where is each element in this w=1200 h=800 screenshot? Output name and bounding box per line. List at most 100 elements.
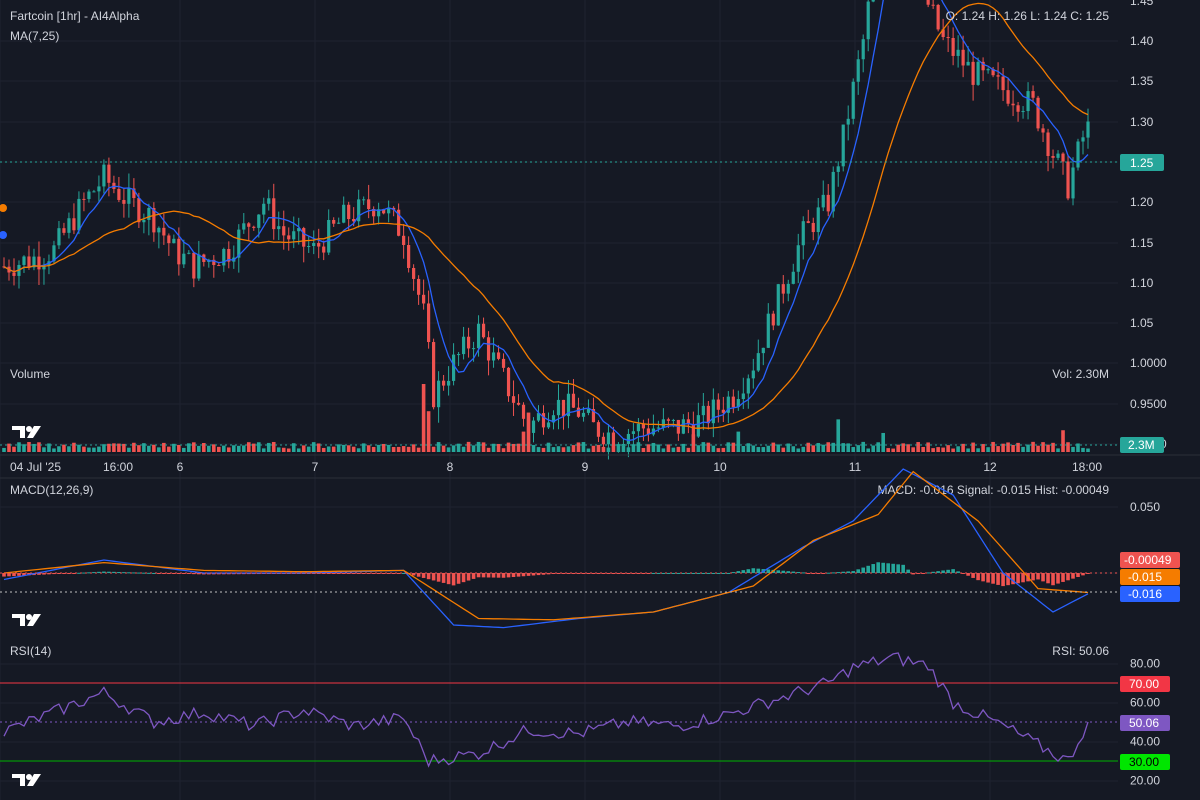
volume-bar <box>816 443 821 452</box>
candle-body <box>382 209 386 214</box>
macd-hist-bar <box>651 573 656 574</box>
macd-hist-bar <box>631 573 636 574</box>
candle-body <box>1076 141 1080 168</box>
volume-bar <box>506 442 511 452</box>
macd-hist-bar <box>611 573 616 574</box>
rsi-tick-label: 60.00 <box>1130 696 1160 710</box>
volume-pane[interactable]: Volume Vol: 2.30M 2.3M <box>0 367 1164 453</box>
volume-bar <box>1076 443 1080 452</box>
volume-bar <box>866 448 871 452</box>
macd-pane[interactable]: MACD(12,26,9) MACD: -0.016 Signal: -0.01… <box>0 468 1180 629</box>
price-pane[interactable]: Fartcoin [1hr] - AI4Alpha MA(7,25) O: 1.… <box>0 0 1167 460</box>
candle-body <box>996 75 1000 77</box>
candle-body <box>87 191 91 200</box>
candle-body <box>1026 91 1030 112</box>
volume-bar <box>22 444 26 452</box>
candle-body <box>427 303 431 343</box>
candle-body <box>312 243 316 247</box>
macd-hist-bar <box>536 573 541 576</box>
candlestick-series <box>2 0 1090 460</box>
macd-hist-bar <box>686 573 691 574</box>
volume-bar <box>466 441 471 452</box>
volume-bar <box>856 445 861 452</box>
rsi30-tag: 30.00 <box>1120 754 1170 770</box>
macd-hist-bar <box>551 573 556 574</box>
candle-body <box>611 432 616 448</box>
macd-hist-bar <box>177 573 181 574</box>
candle-body <box>1071 167 1075 199</box>
candle-body <box>741 393 745 400</box>
candle-body <box>1081 137 1085 142</box>
volume-bar <box>871 445 875 452</box>
macd-hist-bar <box>217 573 221 575</box>
volume-bar <box>411 444 416 452</box>
macd-hist-bar <box>187 573 191 575</box>
macd-hist-bar <box>776 570 781 573</box>
macd-hist-bar <box>107 571 111 573</box>
rsi50-tag: 50.06 <box>1120 715 1170 731</box>
rsi-tick-label: 40.00 <box>1130 735 1160 749</box>
candle-body <box>332 219 336 224</box>
candle-body <box>1046 132 1050 157</box>
time-tick-label: 04 Jul '25 <box>10 460 61 474</box>
volume-bar <box>416 447 421 452</box>
macd-hist-bar <box>641 573 646 574</box>
candle-body <box>506 367 511 397</box>
macd-hist-bar <box>82 572 86 574</box>
volume-bar <box>1066 442 1070 452</box>
candle-body <box>521 404 526 419</box>
candle-body <box>776 284 780 326</box>
volume-bar <box>941 447 945 452</box>
macd-hist-bar <box>541 573 546 575</box>
candle-body <box>731 396 735 408</box>
candle-body <box>726 396 730 413</box>
macd-hist-bar <box>736 571 741 573</box>
macd-hist-bar <box>316 573 321 574</box>
candle-body <box>107 164 111 183</box>
candle-body <box>656 427 660 429</box>
volume-bar <box>102 444 106 452</box>
volume-bar <box>351 446 356 452</box>
candle-body <box>536 413 541 421</box>
macd-hist-bar <box>471 573 476 579</box>
macd-hist-bar <box>1001 573 1005 587</box>
macd-hist-bar <box>326 573 331 574</box>
price-axis[interactable]: 1.45 1.40 1.35 1.30 1.20 1.15 1.10 1.05 1.0000 0.… <box>1130 0 1167 451</box>
time-axis[interactable]: 04 Jul '25 16:00 6 7 8 9 10 11 12 18:00 <box>0 454 1200 479</box>
macd-hist-bar <box>716 573 721 574</box>
volume-tag: 2.3M <box>1120 437 1164 453</box>
volume-bar <box>217 446 221 452</box>
rsi-pane[interactable]: RSI(14) RSI: 50.06 80.0060.0040.0020.00 … <box>0 644 1170 788</box>
candle-body <box>766 313 770 348</box>
volume-bar <box>157 447 161 452</box>
volume-bar <box>456 443 461 452</box>
rsi-axis[interactable]: 80.00 60.00 40.00 20.00 <box>1130 657 1160 788</box>
macd-hist-bar <box>396 573 401 574</box>
macd-hist-bar <box>866 565 871 573</box>
candle-body <box>626 433 631 444</box>
candle-body <box>72 218 76 231</box>
macd-hist-bar <box>961 573 965 574</box>
candle-body <box>856 59 860 82</box>
volume-bar <box>152 444 156 452</box>
macd-hist-bar <box>996 573 1000 585</box>
volume-bar <box>376 444 381 452</box>
candle-body <box>991 69 995 76</box>
volume-bar <box>241 445 246 452</box>
volume-bar <box>182 447 186 452</box>
volume-bar <box>711 445 716 452</box>
volume-bar <box>1036 445 1040 452</box>
time-tick-label: 6 <box>177 460 184 474</box>
candle-body <box>117 188 121 200</box>
macd-readout: MACD: -0.016 Signal: -0.015 Hist: -0.000… <box>878 483 1110 497</box>
volume-bar <box>451 445 456 452</box>
macd-hist-bar <box>157 573 161 574</box>
rsi-tick-label: 80.00 <box>1130 657 1160 671</box>
candle-body <box>541 413 546 428</box>
macd-hist-bar <box>926 572 930 574</box>
volume-bar <box>291 443 296 452</box>
time-tick-label: 10 <box>713 460 727 474</box>
macd-hist-bar <box>486 573 491 578</box>
price-tick-label: 1.20 <box>1130 195 1154 209</box>
